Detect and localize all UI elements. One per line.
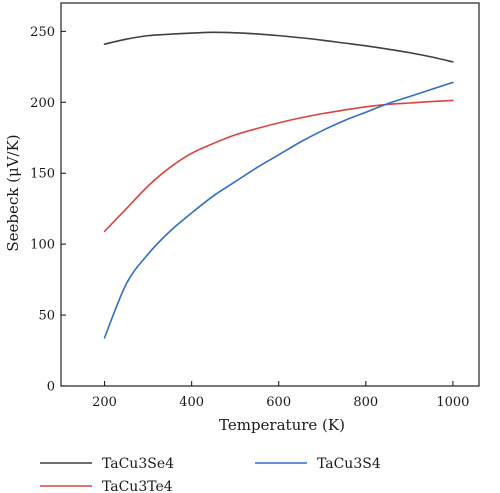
y-tick-label: 250	[30, 25, 55, 40]
series-line-tacu3te4	[103, 99, 454, 233]
x-tick-label: 400	[179, 395, 204, 410]
series-line-tacu3se4	[103, 31, 454, 63]
series-line-tacu3s4	[103, 81, 454, 339]
axes	[60, 2, 480, 387]
x-tick-label: 800	[353, 395, 378, 410]
x-tick-label: 1000	[436, 395, 469, 410]
series	[103, 31, 454, 339]
x-axis-title: Temperature (K)	[219, 416, 345, 434]
y-tick-label: 50	[38, 309, 55, 324]
y-axis-title: Seebeck (μV/K)	[4, 134, 22, 251]
y-tick-label: 200	[30, 96, 55, 111]
legend-label-tacu3te4: TaCu3Te4	[102, 479, 173, 493]
x-tick-label: 200	[92, 395, 117, 410]
x-tick-label: 600	[266, 395, 291, 410]
legend-label-tacu3se4: TaCu3Se4	[102, 456, 174, 472]
plot-frame	[60, 2, 480, 387]
ticks: 200 400 600 800 1000 0 50 100 150 200 250	[30, 25, 469, 410]
y-tick-label: 100	[30, 238, 55, 253]
y-tick-label: 150	[30, 167, 55, 182]
legend-label-tacu3s4: TaCu3S4	[317, 456, 381, 472]
y-tick-label: 0	[47, 380, 55, 395]
legend: TaCu3Se4 TaCu3Te4 TaCu3S4	[40, 456, 381, 493]
